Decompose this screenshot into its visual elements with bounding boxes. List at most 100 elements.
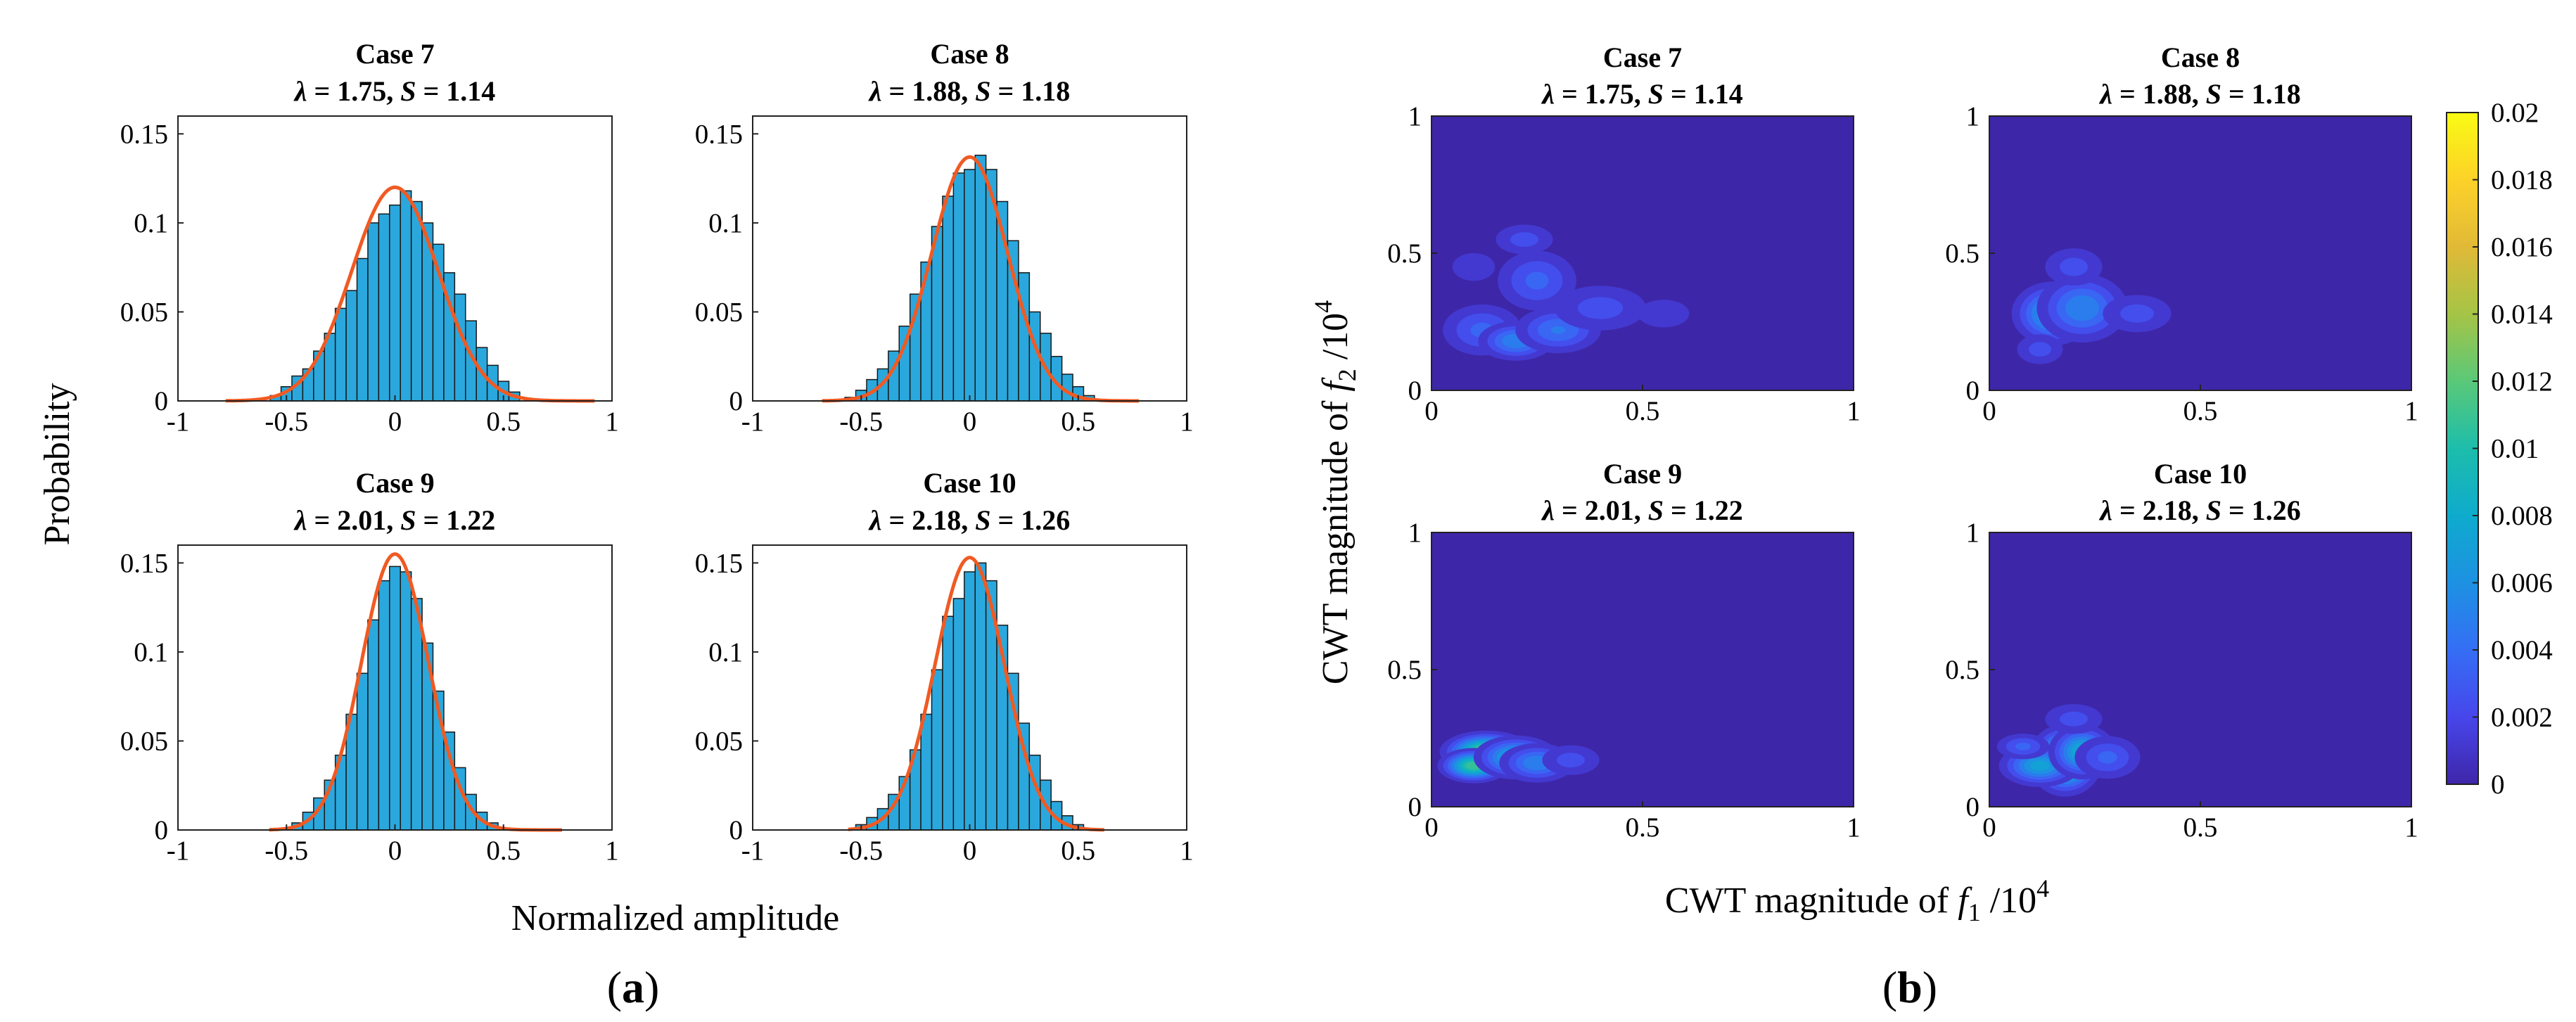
colorbar-tick-label: 0 <box>2491 769 2505 800</box>
colorbar-tick-label: 0.006 <box>2491 568 2553 599</box>
x-tick-label: 0 <box>963 836 977 866</box>
subplot-subtitle-b3: λ = 2.01, S = 1.22 <box>1541 494 1743 526</box>
x-tick-label: 1 <box>2404 396 2418 426</box>
histogram-subplot-4: -1 -0.5 0 0.5 1 0 0.05 0.1 0.15 Case 10 λ = 2.18, … <box>695 467 1194 866</box>
density-contours <box>1443 224 1690 361</box>
y-tick-label: 1 <box>1966 101 1980 132</box>
y-tick-label: 0.1 <box>134 637 168 668</box>
x-tick-label: 1 <box>2404 812 2418 843</box>
x-tick-label: 0.5 <box>1061 836 1095 866</box>
histogram-bar <box>974 562 987 831</box>
x-tick-label: 0.5 <box>1626 396 1660 426</box>
fit-curve <box>225 185 595 403</box>
subplot-subtitle-4: λ = 2.18, S = 1.26 <box>868 504 1071 536</box>
panel-label-b: (b) <box>1882 962 1937 1012</box>
colorbar-tick-label: 0.008 <box>2491 501 2553 531</box>
y-tick-label: 0.05 <box>120 297 168 327</box>
x-tick-label: -0.5 <box>839 836 883 866</box>
colorbar-tick-label: 0.002 <box>2491 703 2553 733</box>
y-tick-label: 0.15 <box>695 548 743 578</box>
density-level <box>2015 742 2031 750</box>
histogram-bar <box>964 169 976 402</box>
subplot-title-1: Case 7 <box>355 38 434 70</box>
subplot-title-4: Case 10 <box>923 467 1016 499</box>
y-tick-label: 0.05 <box>120 726 168 756</box>
x-tick-label: 1 <box>1180 407 1194 437</box>
heatmap-subplot-3: 0 0.5 1 0 0.5 1 Case 9 λ = 2.01, S = 1.22 <box>1387 458 1861 843</box>
panel-b-ylabel-sub: 2 <box>1333 369 1361 381</box>
y-tick-label: 1 <box>1408 518 1422 548</box>
panel-b-ylabel-suffix: /10 <box>1315 313 1356 369</box>
x-tick-label: 0 <box>388 836 402 866</box>
x-tick-label: 0 <box>1424 812 1439 843</box>
y-tick-label: 0 <box>1966 376 1980 406</box>
density-level <box>1510 232 1538 247</box>
colorbar-tick-label: 0.004 <box>2491 635 2553 665</box>
subplot-subtitle-b4: λ = 2.18, S = 1.26 <box>2098 494 2301 526</box>
y-tick-label: 0 <box>155 815 169 845</box>
subplot-title-b2: Case 8 <box>2161 41 2240 73</box>
histogram-subplot-3: -1 -0.5 0 0.5 1 0 0.05 0.1 0.15 Case 9 λ = 2.01, S… <box>120 467 619 866</box>
panel-b-xlabel-prefix: CWT magnitude of <box>1665 881 1958 921</box>
subplot-subtitle-1: λ = 1.75, S = 1.14 <box>293 75 496 107</box>
histogram-bar <box>356 672 369 831</box>
colorbar-tick-label: 0.02 <box>2491 98 2539 128</box>
density-level <box>2060 257 2088 276</box>
panel-b-ylabel-prefix: CWT magnitude of <box>1315 392 1356 684</box>
y-tick-label: 0 <box>155 386 169 416</box>
x-tick-label: 1 <box>1847 812 1861 843</box>
y-tick-label: 0 <box>729 386 744 416</box>
y-tick-label: 0.05 <box>695 726 743 756</box>
histogram-bar <box>1018 272 1031 402</box>
y-tick-label: 0 <box>1408 792 1422 822</box>
colorbar-tick-label: 0.012 <box>2491 366 2553 397</box>
panel-a-ylabel: Probability <box>37 383 77 545</box>
subplot-title-2: Case 8 <box>930 38 1009 70</box>
histogram-subplot-2: -1 -0.5 0 0.5 1 0 0.05 0.1 0.15 Case 8 λ = 1.88, S… <box>695 38 1194 437</box>
x-tick-label: -0.5 <box>264 407 308 437</box>
histogram-bar <box>334 307 347 402</box>
y-tick-label: 0.15 <box>120 119 168 149</box>
density-level <box>1638 300 1690 328</box>
histogram-bar <box>952 172 965 402</box>
panel-b-xlabel-sub: 1 <box>1968 898 1981 926</box>
x-tick-label: 0.5 <box>486 836 521 866</box>
x-tick-label: -1 <box>741 407 765 437</box>
panel-a-xlabel: Normalized amplitude <box>511 898 839 938</box>
x-tick-label: 1 <box>1180 836 1194 866</box>
x-tick-label: -1 <box>741 836 765 866</box>
fit-curve <box>822 155 1140 403</box>
x-tick-label: 1 <box>605 836 619 866</box>
x-tick-label: -1 <box>167 836 190 866</box>
density-level <box>1550 326 1566 334</box>
y-tick-label: 1 <box>1966 518 1980 548</box>
histogram-bar <box>367 619 380 831</box>
y-tick-label: 0.5 <box>1387 238 1422 269</box>
density-level <box>1577 297 1624 319</box>
density-level <box>2120 304 2154 323</box>
panel-b-xlabel-sup: 4 <box>2036 874 2049 902</box>
density-level <box>2060 711 2088 727</box>
density-level <box>2098 750 2117 764</box>
subplot-subtitle-2: λ = 1.88, S = 1.18 <box>868 75 1071 107</box>
colorbar-tick-label: 0.016 <box>2491 232 2553 262</box>
y-tick-label: 1 <box>1408 101 1422 132</box>
y-tick-label: 0 <box>1966 792 1980 822</box>
histogram-bar <box>964 571 976 831</box>
x-tick-label: 0 <box>1982 812 1996 843</box>
histogram-bar <box>400 190 412 402</box>
x-tick-label: 0.5 <box>1061 407 1095 437</box>
x-tick-label: 0 <box>1982 396 1996 426</box>
heatmap-subplot-2: 0 0.5 1 0 0.5 1 Case 8 λ = 1.88, S = 1.18 <box>1945 41 2418 426</box>
y-tick-label: 0.5 <box>1945 238 1979 269</box>
y-tick-label: 0.5 <box>1387 655 1422 685</box>
y-tick-label: 0.5 <box>1945 655 1979 685</box>
density-level <box>1452 253 1496 281</box>
histogram-bar <box>410 598 423 831</box>
y-tick-label: 0.1 <box>134 208 168 238</box>
histogram-bar <box>942 196 955 402</box>
histogram-bar <box>931 669 943 831</box>
colorbar: 0 0.002 0.004 0.006 0.008 0.01 0.012 0.014 0.016… <box>2446 98 2553 800</box>
